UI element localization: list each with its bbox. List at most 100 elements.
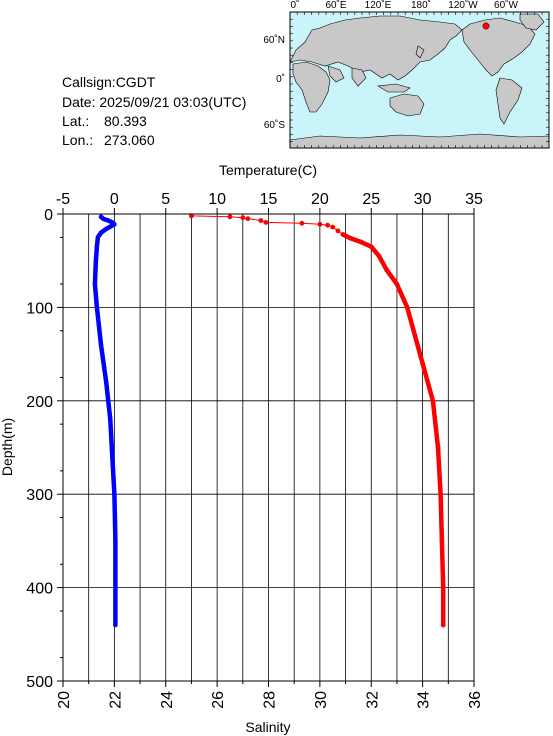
- salinity-data-point: [240, 215, 246, 221]
- grid: [63, 214, 474, 681]
- salinity-data-point: [376, 253, 382, 259]
- salinity-data-point: [263, 220, 269, 225]
- salinity-data-point: [227, 214, 233, 220]
- temperature-data-point: [98, 230, 104, 235]
- lon-value: 273.060: [104, 132, 155, 148]
- temperature-data-point: [94, 305, 100, 310]
- map-top-labels: 0˚ 60˚E 120˚E 180˚ 120˚W 60˚W: [291, 0, 519, 11]
- date-text: Date: 2025/09/21 03:03(UTC): [62, 94, 246, 110]
- salinity-tick-label: 34: [416, 691, 433, 709]
- salinity-data-point: [348, 235, 354, 241]
- salinity-data-point: [245, 216, 251, 222]
- salinity-tick-label: 28: [262, 691, 279, 709]
- temperature-data-point: [108, 417, 113, 422]
- salinity-data-point: [404, 305, 410, 310]
- salinity-data-point: [435, 445, 441, 450]
- temperature-tick-label: 30: [414, 191, 432, 208]
- temperature-data-point: [94, 244, 100, 249]
- temperature-data-point: [109, 223, 114, 229]
- temperature-tick-label: 25: [362, 191, 380, 208]
- salinity-data-point: [340, 232, 346, 237]
- temperature-tick-label: 0: [110, 191, 119, 208]
- temperature-data-point: [113, 585, 118, 590]
- map-ticks: [289, 11, 549, 148]
- temperature-data-point: [113, 538, 118, 544]
- salinity-data-point: [189, 213, 194, 219]
- salinity-profile-line: [190, 215, 444, 626]
- salinity-data-point: [439, 538, 445, 544]
- temperature-data-point: [92, 281, 98, 287]
- salinity-data-point: [430, 398, 436, 404]
- map-lat-label-60n: 60˚N: [263, 34, 285, 46]
- salinity-tick-label: 30: [313, 691, 330, 709]
- map-lon-label-120w: 120˚W: [448, 0, 478, 11]
- temperature-data-point: [106, 218, 111, 223]
- salinity-data-point: [438, 491, 443, 497]
- salinity-data-point: [394, 281, 400, 287]
- temperature-tick-label: 15: [260, 191, 278, 208]
- depth-tick-label: 200: [26, 394, 53, 411]
- temperature-data-point: [100, 216, 106, 221]
- salinity-tick-label: 26: [210, 691, 227, 709]
- temperature-profile-line: [92, 214, 118, 628]
- salinity-axis-title: Salinity: [245, 719, 290, 735]
- salinity-data-point: [440, 585, 446, 590]
- temperature-tick-label: 35: [465, 191, 483, 208]
- salinity-profile-line-dense: [340, 232, 446, 628]
- salinity-data-point: [440, 622, 446, 628]
- salinity-data-point: [325, 222, 330, 228]
- temperature-data-point: [95, 235, 101, 240]
- salinity-data-point: [299, 220, 305, 226]
- map-left-labels: 60˚N 0˚ 60˚S: [263, 34, 285, 131]
- salinity-tick-label: 24: [159, 691, 176, 709]
- salinity-data-point: [330, 224, 336, 230]
- salinity-data-point: [358, 239, 364, 245]
- temperature-tick-label: -5: [56, 191, 70, 208]
- depth-tick-label: 300: [26, 487, 53, 504]
- map-land: [289, 13, 550, 149]
- map-lon-label-180: 180˚: [411, 0, 431, 11]
- salinity-data-point: [368, 244, 374, 250]
- map-lat-label-60s: 60˚S: [264, 119, 285, 131]
- callsign-text: Callsign:CGDT: [62, 74, 156, 90]
- temperature-tick-label: 10: [208, 191, 226, 208]
- temperature-data-point: [110, 454, 115, 459]
- station-marker: [482, 22, 490, 30]
- temperature-tick-label: 20: [311, 191, 329, 208]
- lat-label: Lat.:: [62, 113, 89, 129]
- salinity-tick-label: 32: [364, 691, 381, 709]
- salinity-data-point: [420, 361, 425, 366]
- map-lon-label-60w: 60˚W: [494, 0, 518, 11]
- axes: [57, 208, 475, 687]
- depth-tick-label: 0: [44, 207, 53, 224]
- temperature-data-point: [113, 622, 118, 628]
- map-lon-label-0: 0˚: [291, 0, 300, 11]
- lat-value: 80.393: [104, 113, 147, 129]
- map-lon-label-120e: 120˚E: [365, 0, 392, 11]
- temperature-axis-title: Temperature(C): [219, 162, 317, 178]
- temperature-tick-label: 5: [161, 191, 170, 208]
- map-lon-label-60e: 60˚E: [325, 0, 346, 11]
- depth-tick-label: 100: [26, 300, 53, 317]
- location-map: 0˚ 60˚E 120˚E 180˚ 120˚W 60˚W 60˚N 0˚ 60…: [263, 0, 550, 149]
- depth-axis-title: Depth(m): [0, 418, 15, 476]
- temperature-data-point: [112, 492, 117, 497]
- temperature-data-point: [93, 258, 99, 263]
- temperature-data-point: [98, 342, 104, 347]
- lon-label: Lon.:: [62, 132, 93, 148]
- salinity-data-point: [384, 267, 390, 273]
- salinity-tick-label: 20: [56, 691, 73, 709]
- salinity-data-point: [317, 221, 323, 227]
- salinity-tick-label: 22: [107, 691, 124, 709]
- plot-frame: [62, 213, 475, 682]
- temperature-data-point: [104, 379, 109, 385]
- depth-tick-label: 500: [26, 674, 53, 691]
- station-info: Callsign:CGDT Date: 2025/09/21 03:03(UTC…: [62, 74, 246, 148]
- salinity-tick-label: 36: [467, 691, 484, 709]
- salinity-data-point: [258, 218, 264, 223]
- map-lat-label-0: 0˚: [276, 73, 285, 85]
- salinity-data-point: [412, 333, 418, 338]
